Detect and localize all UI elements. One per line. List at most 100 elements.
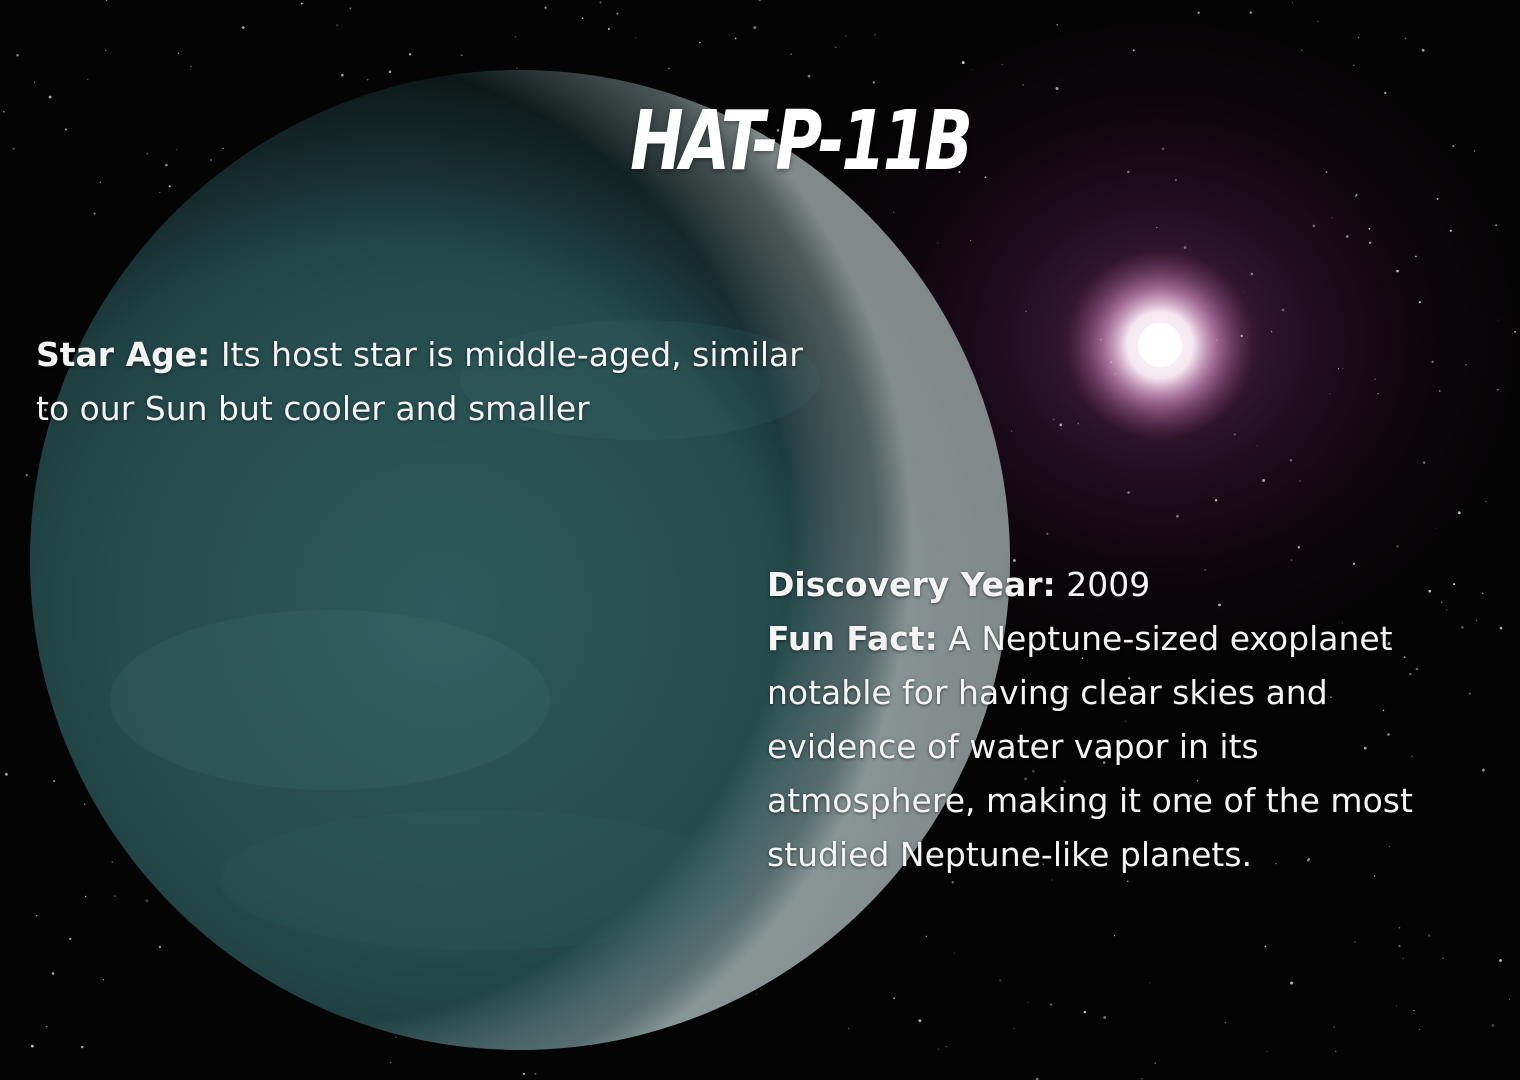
star-dot — [951, 162, 954, 166]
star-dot — [2, 110, 5, 113]
star-dot — [105, 0, 108, 1]
star-dot — [1377, 392, 1379, 395]
star-dot — [1457, 511, 1461, 515]
star-dot — [1154, 1062, 1157, 1064]
star-dot — [1352, 562, 1356, 565]
star-dot — [84, 895, 87, 898]
star-dot — [1388, 845, 1391, 848]
star-dot — [43, 408, 47, 412]
star-dot — [1140, 1077, 1143, 1080]
star-dot — [1449, 229, 1452, 232]
star-dot — [1460, 625, 1464, 629]
star-dot — [86, 78, 89, 81]
star-dot — [1013, 559, 1016, 562]
star-dot — [1103, 1016, 1107, 1019]
host-star — [1138, 323, 1182, 367]
star-dot — [1317, 20, 1319, 22]
star-dot — [1499, 626, 1503, 630]
star-dot — [1491, 1023, 1495, 1027]
star-dot — [1126, 880, 1129, 883]
star-dot — [335, 23, 339, 27]
star-dot — [1338, 368, 1340, 370]
star-dot — [1354, 941, 1356, 943]
star-dot — [758, 0, 761, 2]
star-dot — [1024, 777, 1027, 781]
star-dot — [1063, 780, 1067, 783]
star-dot — [1127, 170, 1130, 174]
star-dot — [1396, 1005, 1398, 1007]
star-dot — [1149, 982, 1151, 984]
star-dot — [698, 41, 701, 44]
star-dot — [1374, 378, 1377, 381]
star-dot — [1055, 87, 1059, 90]
star-dot — [1224, 1021, 1227, 1024]
star-dot — [599, 1, 602, 4]
star-dot — [937, 242, 939, 244]
star-dot — [1256, 445, 1258, 446]
star-dot — [1077, 422, 1080, 425]
star-dot — [1396, 545, 1399, 548]
star-dot — [1102, 761, 1106, 764]
star-dot — [1301, 49, 1303, 52]
star-dot — [35, 914, 38, 917]
star-dot — [159, 191, 161, 194]
star-dot — [300, 2, 303, 5]
star-age-text-1: Its host star is middle-aged, similar — [210, 335, 803, 374]
star-dot — [1415, 255, 1417, 258]
star-dot — [1452, 145, 1455, 148]
star-dot — [1419, 1029, 1421, 1030]
star-age-text-2: to our Sun but cooler and smaller — [36, 389, 590, 428]
star-dot — [1387, 642, 1391, 646]
star-dot — [753, 26, 757, 30]
star-dot — [1398, 926, 1401, 929]
star-dot — [668, 67, 670, 70]
star-dot — [1027, 1002, 1029, 1004]
star-dot — [114, 895, 116, 897]
star-dot — [1415, 667, 1419, 671]
star-dot — [388, 70, 392, 74]
star-dot — [807, 74, 811, 78]
planet-title: HAT-P-11B — [630, 94, 973, 189]
star-dot — [34, 81, 36, 83]
star-dot — [1411, 755, 1413, 758]
star-dot — [177, 52, 180, 54]
fun-fact-label: Fun Fact: — [767, 619, 938, 658]
star-dot — [1065, 687, 1069, 690]
star-dot — [1156, 227, 1158, 229]
star-dot — [1275, 862, 1277, 865]
star-dot — [12, 147, 15, 150]
star-dot — [1428, 589, 1432, 593]
star-dot — [1495, 224, 1498, 227]
star-dot — [1264, 945, 1267, 948]
star-dot — [349, 7, 352, 10]
star-dot — [16, 53, 19, 57]
star-dot — [1176, 514, 1179, 518]
star-dot — [1404, 37, 1407, 40]
fun-fact-text-1: A Neptune-sized exoplanet — [937, 619, 1393, 658]
star-dot — [1132, 49, 1135, 52]
star-dot — [102, 979, 105, 981]
star-dot — [1046, 532, 1049, 535]
star-dot — [756, 993, 758, 995]
star-dot — [872, 81, 875, 84]
star-dot — [1218, 603, 1221, 607]
star-dot — [241, 26, 245, 29]
star-dot — [1204, 568, 1207, 571]
star-dot — [1271, 331, 1273, 333]
star-age-label: Star Age: — [36, 335, 211, 374]
star-dot — [64, 128, 67, 131]
star-dot — [1373, 875, 1376, 877]
star-dot — [607, 27, 610, 30]
star-dot — [945, 1045, 948, 1048]
star-dot — [1233, 433, 1236, 436]
star-dot — [544, 6, 547, 9]
star-dot — [1052, 418, 1055, 421]
star-dot — [1446, 609, 1448, 611]
star-dot — [847, 1027, 850, 1030]
star-dot — [111, 861, 114, 863]
star-dot — [1485, 500, 1487, 502]
star-dot — [1331, 217, 1333, 219]
fun-fact-text-4: atmosphere, making it one of the most — [767, 781, 1413, 820]
star-dot — [1353, 64, 1355, 67]
